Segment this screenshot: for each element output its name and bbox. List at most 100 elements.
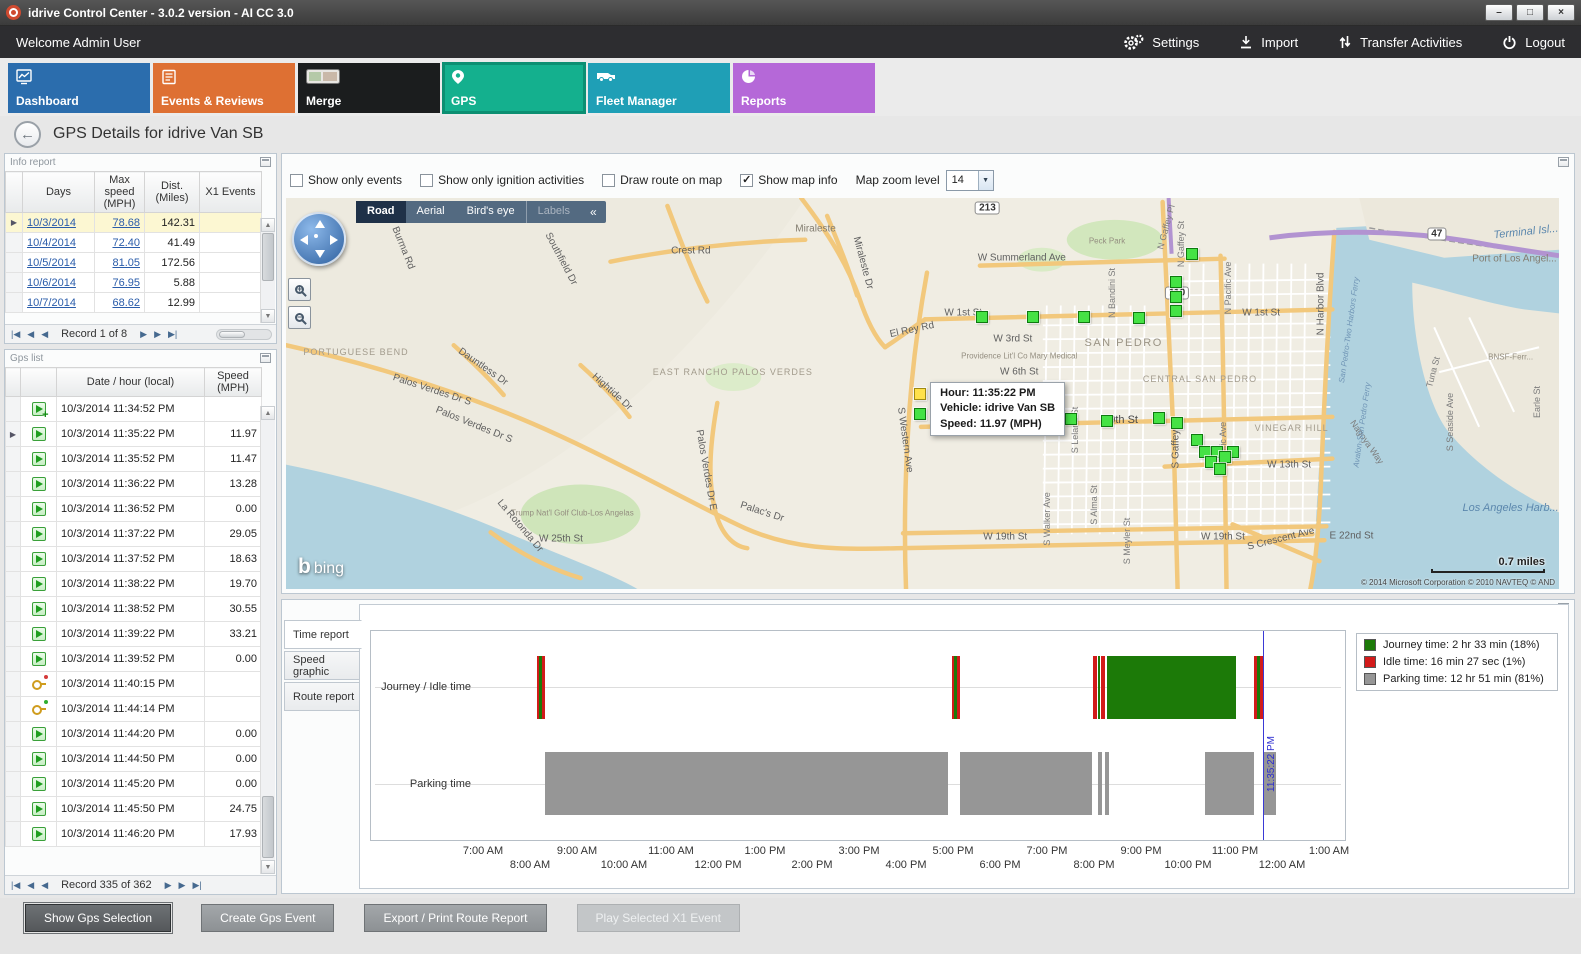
checkbox-box[interactable] [290, 174, 303, 187]
gps-marker[interactable] [1191, 434, 1203, 446]
gps-row[interactable]: 10/3/2014 11:35:52 PM11.47 [6, 447, 262, 472]
checkbox-box[interactable] [602, 174, 615, 187]
gps-row[interactable]: 10/3/2014 11:45:50 PM24.75 [6, 797, 262, 822]
gps-marker[interactable] [1171, 417, 1183, 429]
gps-row[interactable]: 10/3/2014 11:44:20 PM0.00 [6, 722, 262, 747]
map-zoom-out-button[interactable]: − [288, 306, 311, 329]
gps-marker[interactable] [976, 311, 988, 323]
column-header-days[interactable]: Days [23, 172, 95, 213]
gps-grid-vscrollbar[interactable]: ▲ ▼ [260, 406, 275, 874]
gps-marker[interactable] [1219, 451, 1231, 463]
pager-prev-page-button[interactable]: ◀ [25, 880, 36, 891]
gps-row[interactable]: 10/3/2014 11:34:52 PM [6, 397, 262, 422]
gps-marker[interactable] [1078, 311, 1090, 323]
gps-marker[interactable] [1133, 312, 1145, 324]
tab-reports[interactable]: Reports [733, 63, 875, 113]
map-style-bird-s-eye[interactable]: Bird's eye [456, 201, 526, 223]
table-row[interactable]: 10/7/201468.6212.99 [6, 293, 262, 313]
create-gps-event-button[interactable]: Create Gps Event [201, 904, 334, 932]
pan-south-icon[interactable] [315, 250, 325, 258]
close-button[interactable]: × [1547, 4, 1575, 21]
gps-marker[interactable] [1170, 305, 1182, 317]
map-compass-control[interactable] [292, 212, 346, 266]
tab-fleet-manager[interactable]: Fleet Manager [588, 63, 730, 113]
gps-marker[interactable] [1065, 413, 1077, 425]
maximize-button[interactable]: □ [1516, 4, 1544, 21]
column-header-dist[interactable]: Dist. (Miles) [145, 172, 200, 213]
gps-row[interactable]: 10/3/2014 11:44:50 PM0.00 [6, 747, 262, 772]
gps-row[interactable]: 10/3/2014 11:37:22 PM29.05 [6, 522, 262, 547]
tab-merge[interactable]: Merge [298, 63, 440, 113]
pager-next-page-button[interactable]: ▶ [152, 329, 163, 340]
logout-button[interactable]: Logout [1502, 35, 1565, 50]
gps-row[interactable]: 10/3/2014 11:40:15 PM [6, 672, 262, 697]
pager-first-button[interactable]: |◀ [9, 329, 22, 340]
table-row[interactable]: 10/5/201481.05172.56 [6, 253, 262, 273]
chart-tab-speed-graphic[interactable]: Speed graphic [284, 651, 360, 680]
info-grid-vscrollbar[interactable]: ▲ ▼ [260, 218, 275, 323]
column-header-date-hour[interactable]: Date / hour (local) [57, 368, 205, 397]
gps-marker[interactable] [1153, 412, 1165, 424]
tab-events-reviews[interactable]: Events & Reviews [153, 63, 295, 113]
gps-row[interactable]: ▶10/3/2014 11:35:22 PM11.97 [6, 422, 262, 447]
play-selected-x1-event-button[interactable]: Play Selected X1 Event [577, 904, 740, 932]
export-print-route-report-button[interactable]: Export / Print Route Report [364, 904, 546, 932]
gps-marker[interactable] [1170, 276, 1182, 288]
chart-cursor[interactable] [1263, 631, 1264, 840]
column-header-speed[interactable]: Speed (MPH) [205, 368, 262, 397]
map-style-labels[interactable]: Labels [526, 201, 581, 223]
table-row[interactable]: ▶10/3/201478.68142.31 [6, 213, 262, 233]
pager-last-button[interactable]: ▶| [166, 329, 179, 340]
pager-next-button[interactable]: ▶ [138, 329, 149, 340]
gps-marker[interactable] [1186, 248, 1198, 260]
map-zoom-in-button[interactable]: + [288, 278, 311, 301]
gps-marker[interactable] [1027, 311, 1039, 323]
gps-row[interactable]: 10/3/2014 11:36:52 PM0.00 [6, 497, 262, 522]
gps-row[interactable]: 10/3/2014 11:39:52 PM0.00 [6, 647, 262, 672]
pager-next-button[interactable]: ▶ [163, 880, 174, 891]
pager-last-button[interactable]: ▶| [190, 880, 203, 891]
minimize-button[interactable]: – [1485, 4, 1513, 21]
dropdown-arrow-icon[interactable]: ▼ [978, 171, 993, 190]
gps-row[interactable]: 10/3/2014 11:38:22 PM19.70 [6, 572, 262, 597]
pan-north-icon[interactable] [315, 220, 325, 228]
gps-marker[interactable] [1170, 291, 1182, 303]
import-button[interactable]: Import [1239, 35, 1298, 50]
chart-tab-time-report[interactable]: Time report [284, 620, 362, 649]
checkbox-show-only-events[interactable]: Show only events [290, 173, 402, 187]
pan-east-icon[interactable] [330, 235, 338, 245]
column-header-max-speed[interactable]: Max speed (MPH) [95, 172, 145, 213]
scroll-up-icon[interactable]: ▲ [261, 406, 275, 420]
scroll-down-icon[interactable]: ▼ [261, 860, 275, 874]
checkbox-show-map-info[interactable]: ✓Show map info [740, 173, 837, 187]
pager-prev-page-button[interactable]: ◀ [25, 329, 36, 340]
gps-row[interactable]: 10/3/2014 11:45:20 PM0.00 [6, 772, 262, 797]
panel-collapse-button[interactable] [260, 157, 271, 167]
pager-next-page-button[interactable]: ▶ [177, 880, 188, 891]
gps-row[interactable]: 10/3/2014 11:38:52 PM30.55 [6, 597, 262, 622]
checkbox-box[interactable]: ✓ [740, 174, 753, 187]
gps-row[interactable]: 10/3/2014 11:46:20 PM17.93 [6, 822, 262, 847]
pager-first-button[interactable]: |◀ [9, 880, 22, 891]
map-viewport[interactable]: MiralestePeck ParkW Summerland AveCrest … [286, 198, 1559, 589]
gps-row[interactable]: 10/3/2014 11:39:22 PM33.21 [6, 622, 262, 647]
gps-row[interactable]: 10/3/2014 11:44:14 PM [6, 697, 262, 722]
table-row[interactable]: 10/6/201476.955.88 [6, 273, 262, 293]
scrollbar-thumb[interactable] [262, 796, 274, 858]
pager-prev-button[interactable]: ◀ [39, 329, 50, 340]
map-zoom-select[interactable]: 14 ▼ [946, 170, 994, 191]
style-bar-collapse-button[interactable]: « [581, 201, 606, 223]
checkbox-draw-route-on-map[interactable]: Draw route on map [602, 173, 722, 187]
chart-tab-route-report[interactable]: Route report [284, 682, 360, 711]
selected-gps-marker[interactable] [914, 388, 926, 400]
map-style-aerial[interactable]: Aerial [406, 201, 456, 223]
panel-collapse-button[interactable] [260, 353, 271, 363]
scroll-up-icon[interactable]: ▲ [261, 218, 275, 232]
gps-marker[interactable] [914, 408, 926, 420]
transfer-activities-button[interactable]: Transfer Activities [1338, 35, 1462, 50]
gps-row[interactable]: 10/3/2014 11:36:22 PM13.28 [6, 472, 262, 497]
tab-gps[interactable]: GPS [443, 63, 585, 113]
gps-row[interactable]: 10/3/2014 11:37:52 PM18.63 [6, 547, 262, 572]
checkbox-box[interactable] [420, 174, 433, 187]
show-gps-selection-button[interactable]: Show Gps Selection [25, 904, 171, 932]
